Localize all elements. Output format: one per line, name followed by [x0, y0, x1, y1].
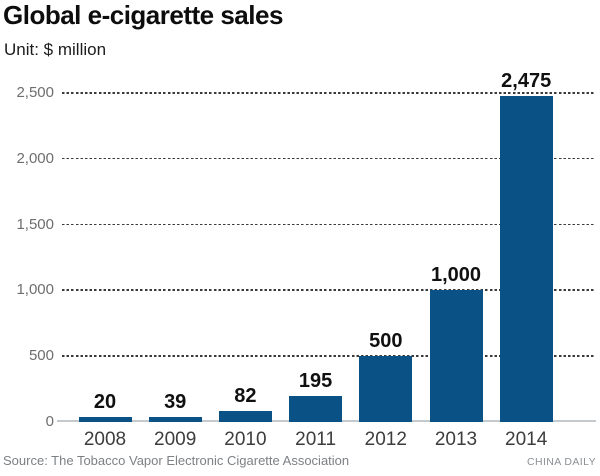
- bar-value-label: 2,475: [501, 70, 552, 93]
- gridline-1000: [62, 289, 594, 291]
- bar-2010: [218, 411, 272, 422]
- bar-2014: [499, 96, 553, 422]
- bar-2008: [78, 417, 132, 422]
- publisher-credit: CHINA DAILY: [527, 456, 596, 468]
- gridline-2500: [62, 92, 594, 94]
- x-tick-label: 2011: [295, 429, 337, 450]
- x-tick-label: 2010: [224, 429, 267, 450]
- x-tick-label: 2012: [364, 429, 407, 450]
- bar-value-label: 39: [164, 390, 187, 413]
- bar-value-label: 500: [369, 330, 403, 353]
- bar-2009: [148, 416, 202, 422]
- ytick-label: 1,000: [16, 281, 54, 299]
- x-tick-label: 2008: [83, 429, 127, 450]
- chart-title: Global e-cigarette sales: [3, 0, 283, 30]
- bar-2011: [289, 396, 343, 422]
- ytick-label: 500: [28, 347, 54, 365]
- bar-value-label: 1,000: [430, 264, 482, 287]
- bar-2012: [359, 356, 413, 422]
- gridline-500: [62, 355, 594, 357]
- bar-value-label: 20: [93, 391, 117, 413]
- ytick-label: 2,500: [16, 84, 54, 101]
- ytick-label: 0: [45, 413, 54, 430]
- x-tick-label: 2013: [434, 429, 478, 450]
- bar-value-label: 195: [298, 370, 333, 393]
- ytick-label: 2,000: [16, 149, 54, 167]
- x-tick-label: 2009: [154, 429, 197, 450]
- bar-value-label: 82: [234, 385, 257, 408]
- gridline-1500: [62, 223, 594, 226]
- x-tick-label: 2014: [505, 429, 548, 450]
- gridline-2000: [62, 157, 594, 160]
- ytick-label: 1,500: [16, 215, 54, 233]
- chart-unit-subtitle: Unit: $ million: [4, 40, 107, 59]
- source-note: Source: The Tobacco Vapor Electronic Cig…: [3, 453, 350, 468]
- bar-2013: [429, 290, 483, 422]
